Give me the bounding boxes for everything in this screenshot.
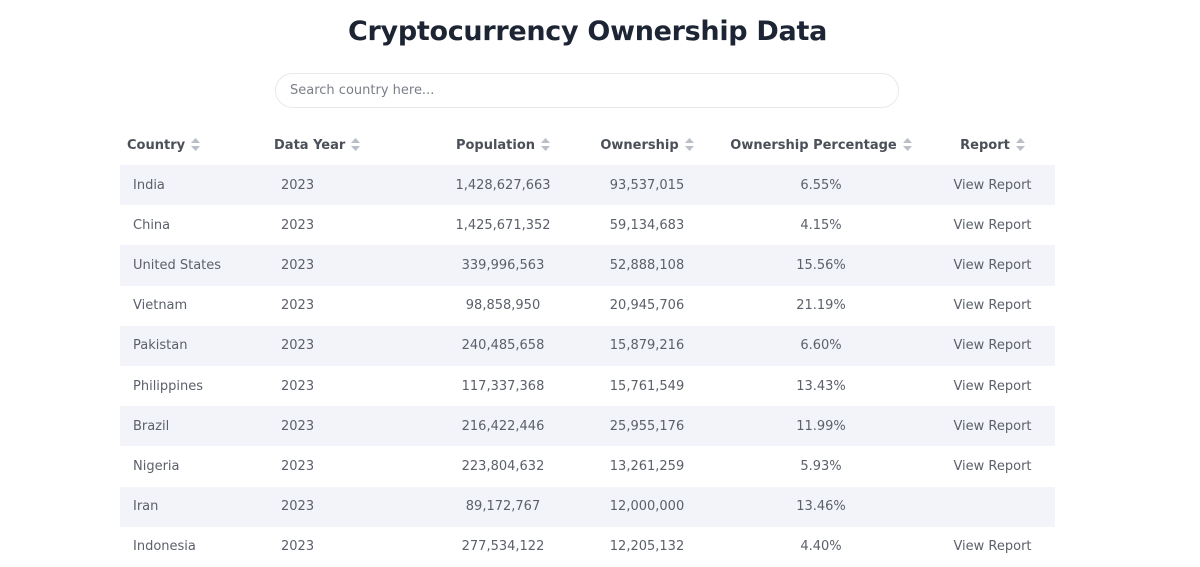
view-report-link[interactable]: View Report: [930, 165, 1055, 206]
ownership-percentage-cell: 13.46%: [712, 486, 930, 527]
column-header-population[interactable]: Population: [424, 125, 582, 165]
column-header-label: Data Year: [274, 137, 346, 153]
column-header-ownership[interactable]: Ownership: [582, 125, 712, 165]
ownership-percentage-cell: 6.60%: [712, 325, 930, 366]
table-row: United States 2023 339,996,563 52,888,10…: [120, 245, 1055, 286]
view-report-link[interactable]: View Report: [930, 526, 1055, 567]
sort-icon[interactable]: [902, 137, 912, 151]
table-row: Indonesia 2023 277,534,122 12,205,132 4.…: [120, 526, 1055, 567]
page-title: Cryptocurrency Ownership Data: [348, 16, 827, 47]
view-report-link[interactable]: View Report: [930, 205, 1055, 246]
ownership-cell: 15,761,549: [582, 365, 712, 407]
data-year-cell: 2023: [269, 486, 424, 527]
ownership-percentage-cell: 6.55%: [712, 165, 930, 206]
country-cell: Philippines: [120, 365, 269, 407]
table-row: Vietnam 2023 98,858,950 20,945,706 21.19…: [120, 285, 1055, 326]
population-cell: 98,858,950: [424, 285, 582, 326]
population-cell: 89,172,767: [424, 486, 582, 527]
ownership-table: Country Data Year Population Ownership O…: [120, 125, 1055, 567]
population-cell: 223,804,632: [424, 446, 582, 487]
population-cell: 216,422,446: [424, 406, 582, 447]
country-cell: China: [120, 205, 269, 246]
ownership-percentage-cell: 11.99%: [712, 406, 930, 447]
population-cell: 1,425,671,352: [424, 205, 582, 246]
data-year-cell: 2023: [269, 205, 424, 246]
ownership-cell: 52,888,108: [582, 245, 712, 286]
ownership-cell: 12,205,132: [582, 526, 712, 567]
sort-icon[interactable]: [684, 137, 694, 151]
table-row: China 2023 1,425,671,352 59,134,683 4.15…: [120, 205, 1055, 246]
table-row: Nigeria 2023 223,804,632 13,261,259 5.93…: [120, 446, 1055, 487]
column-header-report[interactable]: Report: [930, 125, 1055, 165]
ownership-cell: 25,955,176: [582, 406, 712, 447]
ownership-cell: 12,000,000: [582, 486, 712, 527]
population-cell: 1,428,627,663: [424, 165, 582, 206]
data-year-cell: 2023: [269, 526, 424, 567]
ownership-percentage-cell: 21.19%: [712, 285, 930, 326]
view-report-link[interactable]: View Report: [930, 406, 1055, 447]
ownership-percentage-cell: 5.93%: [712, 446, 930, 487]
data-year-cell: 2023: [269, 325, 424, 366]
country-cell: United States: [120, 245, 269, 286]
column-header-country[interactable]: Country: [120, 125, 269, 165]
search-input[interactable]: [275, 73, 899, 108]
country-cell: Pakistan: [120, 325, 269, 366]
data-year-cell: 2023: [269, 285, 424, 326]
data-year-cell: 2023: [269, 365, 424, 407]
population-cell: 240,485,658: [424, 325, 582, 366]
country-cell: Vietnam: [120, 285, 269, 326]
table-row: Philippines 2023 117,337,368 15,761,549 …: [120, 365, 1055, 407]
ownership-cell: 59,134,683: [582, 205, 712, 246]
sort-icon[interactable]: [191, 137, 201, 151]
ownership-percentage-cell: 13.43%: [712, 365, 930, 407]
ownership-cell: 20,945,706: [582, 285, 712, 326]
country-cell: India: [120, 165, 269, 206]
table-row: India 2023 1,428,627,663 93,537,015 6.55…: [120, 165, 1055, 206]
column-header-label: Ownership: [600, 137, 679, 153]
population-cell: 339,996,563: [424, 245, 582, 286]
sort-icon[interactable]: [541, 137, 551, 151]
view-report-link[interactable]: View Report: [930, 285, 1055, 326]
data-year-cell: 2023: [269, 165, 424, 206]
view-report-link[interactable]: View Report: [930, 446, 1055, 487]
table-row: Brazil 2023 216,422,446 25,955,176 11.99…: [120, 406, 1055, 447]
view-report-link[interactable]: View Report: [930, 365, 1055, 407]
country-cell: Indonesia: [120, 526, 269, 567]
report-cell-empty: [930, 486, 1055, 527]
column-header-label: Country: [127, 137, 186, 153]
data-year-cell: 2023: [269, 446, 424, 487]
table-row: Pakistan 2023 240,485,658 15,879,216 6.6…: [120, 325, 1055, 366]
column-header-ownership-percentage[interactable]: Ownership Percentage: [712, 125, 930, 165]
ownership-cell: 15,879,216: [582, 325, 712, 366]
table-header-row: Country Data Year Population Ownership O…: [120, 125, 1055, 165]
country-cell: Iran: [120, 486, 269, 527]
country-cell: Nigeria: [120, 446, 269, 487]
column-header-label: Ownership Percentage: [730, 137, 897, 153]
table-row: Iran 2023 89,172,767 12,000,000 13.46%: [120, 486, 1055, 527]
view-report-link[interactable]: View Report: [930, 325, 1055, 366]
sort-icon[interactable]: [351, 137, 361, 151]
ownership-percentage-cell: 4.15%: [712, 205, 930, 246]
data-year-cell: 2023: [269, 406, 424, 447]
population-cell: 277,534,122: [424, 526, 582, 567]
ownership-cell: 13,261,259: [582, 446, 712, 487]
ownership-percentage-cell: 4.40%: [712, 526, 930, 567]
column-header-label: Population: [455, 137, 536, 153]
column-header-label: Report: [960, 137, 1010, 153]
country-cell: Brazil: [120, 406, 269, 447]
view-report-link[interactable]: View Report: [930, 245, 1055, 286]
column-header-data-year[interactable]: Data Year: [269, 125, 424, 165]
data-year-cell: 2023: [269, 245, 424, 286]
ownership-percentage-cell: 15.56%: [712, 245, 930, 286]
ownership-cell: 93,537,015: [582, 165, 712, 206]
population-cell: 117,337,368: [424, 365, 582, 407]
sort-icon[interactable]: [1015, 137, 1025, 151]
